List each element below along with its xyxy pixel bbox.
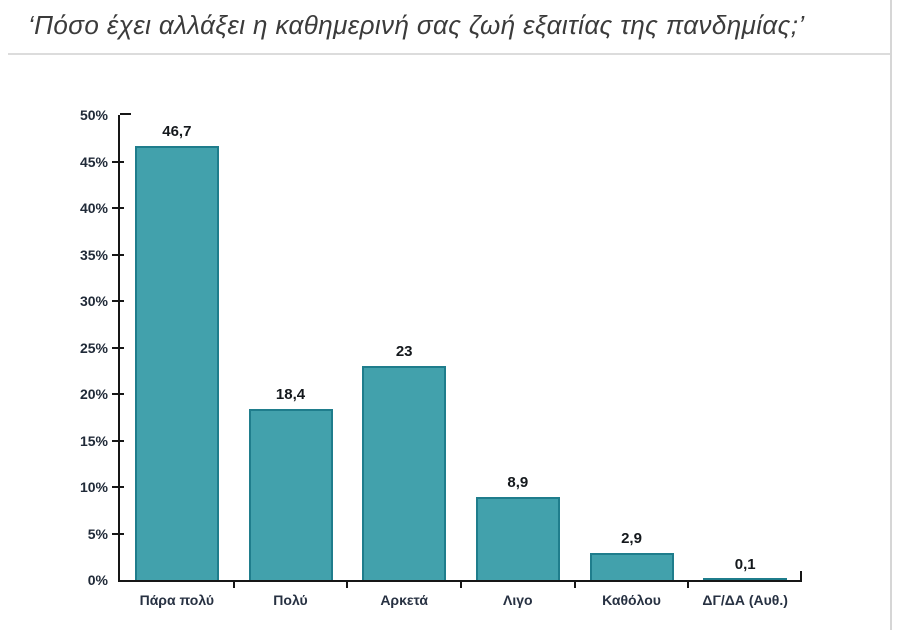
bar [248,409,333,580]
x-tick-mark [346,582,349,588]
y-tick-label: 0% [87,572,108,588]
y-tick-mark [112,300,124,302]
bar [362,366,447,580]
bar-chart-plot-area: 0% 5% 10% 15% 20% 25% 30% 35% 40% 45% 50% 46,7 Πάρα … [80,107,802,608]
bar [475,497,560,580]
y-tick-mark [112,393,124,395]
bar-value-label: 23 [395,343,413,360]
y-tick-mark [112,160,124,163]
y-tick-label: 35% [79,246,108,263]
x-category-label: Πολύ [273,592,308,608]
y-axis-end-cap [120,113,131,115]
y-tick-mark [112,532,124,535]
bar [589,553,674,580]
y-tick-label: 10% [79,479,108,495]
x-tick-mark [573,582,576,588]
bar [134,146,219,580]
x-tick-mark [232,582,235,588]
x-category-label: Πάρα πολύ [139,592,215,608]
page-right-border [890,0,892,630]
bar-value-label: 0,1 [734,556,756,573]
y-tick-label: 15% [79,432,108,449]
x-category-label: Αρκετά [380,592,428,608]
y-tick-label: 45% [79,153,108,170]
x-category-label: ΔΓ/ΔΑ (Αυθ.) [702,592,788,608]
y-tick-label: 20% [79,386,108,402]
y-tick-label: 25% [79,339,108,356]
y-tick-label: 5% [87,525,108,542]
x-category-label: Λιγο [503,592,533,608]
y-tick-mark [112,486,124,488]
x-axis-end-cap [800,571,802,580]
y-tick-mark [112,346,124,349]
title-divider [8,53,892,55]
page-title: ‘Πόσο έχει αλλάξει η καθημερινή σας ζωή … [28,10,805,40]
x-category-label: Καθόλου [602,592,661,608]
bar-value-label: 46,7 [162,123,192,140]
x-tick-mark [687,582,690,588]
y-tick-mark [112,439,124,442]
bar [703,578,788,580]
bar-value-label: 8,9 [507,474,529,491]
bar-value-label: 18,4 [275,386,306,403]
y-tick-mark [112,207,124,209]
x-tick-mark [460,582,462,588]
y-tick-label: 30% [79,293,108,309]
y-tick-label: 50% [79,107,108,123]
y-tick-mark [112,253,124,256]
y-tick-label: 40% [79,200,108,216]
bar-value-label: 2,9 [621,530,642,547]
